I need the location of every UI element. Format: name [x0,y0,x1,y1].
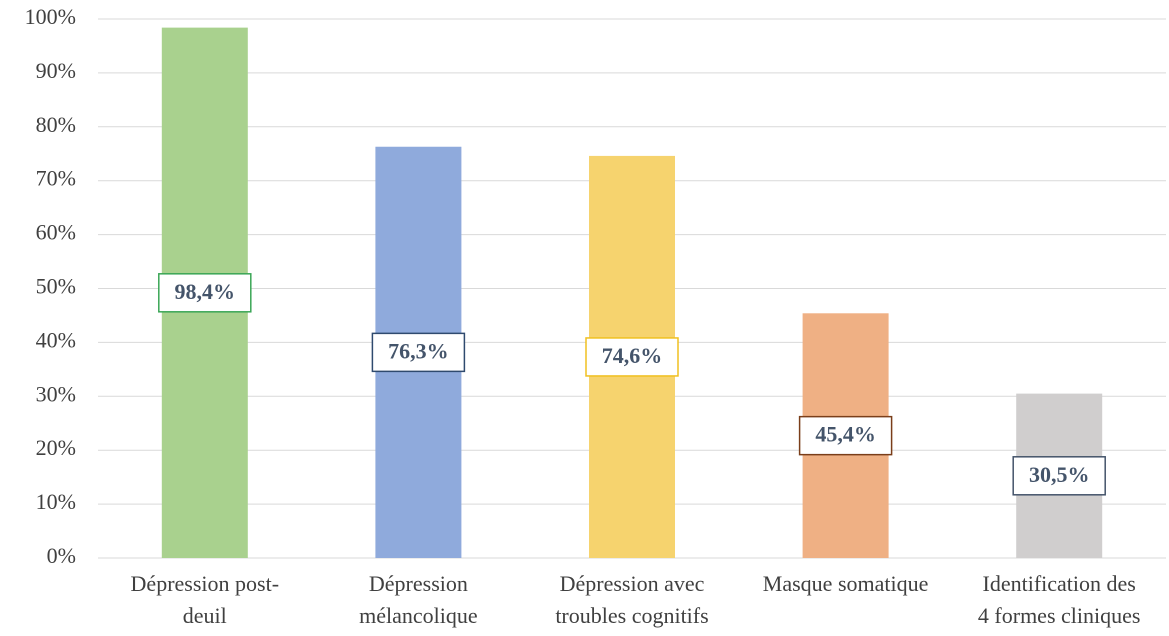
x-tick-label: Masque somatique [763,571,929,596]
value-label: 45,4% [815,422,876,447]
y-tick-label: 100% [25,4,76,29]
value-label-box [585,337,679,377]
value-label: 74,6% [602,343,663,368]
x-tick-label: 4 formes cliniques [978,603,1141,628]
x-tick-label: mélancolique [359,603,478,628]
value-label-box [371,332,466,373]
x-tick-label: troubles cognitifs [555,603,708,628]
x-tick-label: Dépression post- [131,571,279,596]
y-tick-label: 50% [36,274,76,299]
value-label: 98,4% [175,279,236,304]
y-tick-label: 10% [36,489,76,514]
value-label-box [1012,456,1106,496]
x-tick-label: Dépression avec [560,571,705,596]
value-label-box [158,273,252,313]
y-tick-label: 40% [36,327,76,352]
y-tick-label: 60% [36,220,76,245]
y-tick-label: 90% [36,58,76,83]
y-tick-label: 30% [36,381,76,406]
y-tick-label: 0% [47,543,76,568]
x-tick-label: deuil [183,603,227,628]
value-label: 76,3% [388,338,449,363]
y-tick-label: 80% [36,112,76,137]
value-label: 30,5% [1029,462,1090,487]
y-tick-label: 20% [36,435,76,460]
y-tick-label: 70% [36,166,76,191]
x-tick-label: Dépression [369,571,468,596]
x-tick-label: Identification des [983,571,1136,596]
value-label-box [798,415,893,456]
